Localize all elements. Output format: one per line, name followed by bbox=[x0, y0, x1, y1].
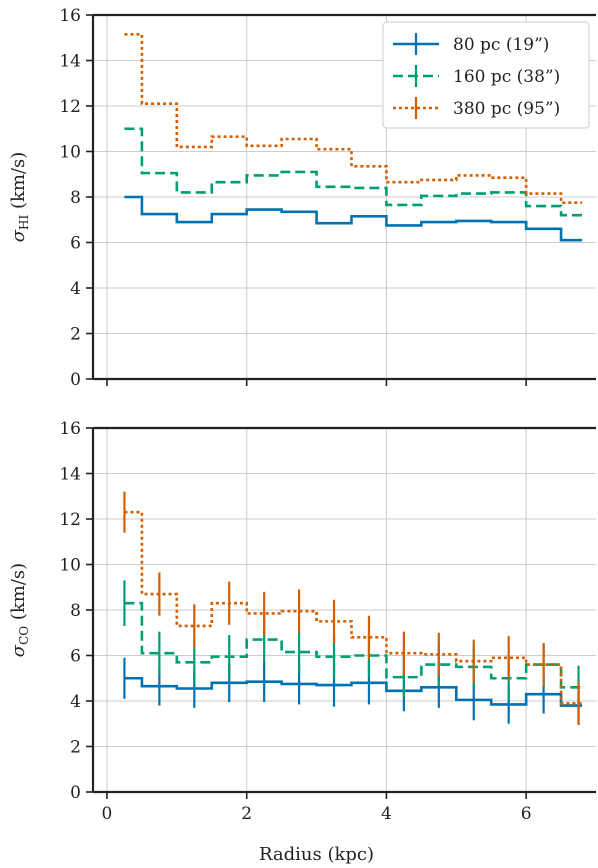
x-tick-label: 6 bbox=[521, 804, 532, 824]
y-tick-label: 4 bbox=[70, 279, 81, 299]
y-axis-label-subscript: CO bbox=[17, 626, 31, 645]
series-line bbox=[124, 601, 583, 689]
y-axis-label-units: (km/s) bbox=[8, 563, 29, 626]
y-tick-label: 10 bbox=[59, 143, 81, 163]
y-tick-label: 4 bbox=[70, 692, 81, 712]
y-axis-label: σHI (km/s) bbox=[8, 152, 31, 243]
chart-panel-bottom: 0 2 4 6 8 10 12 14 16 0 2 4 6 σCO (km/s) Radius (kpc) bbox=[8, 419, 596, 865]
y-tick-label: 12 bbox=[59, 97, 81, 117]
y-tick-label: 2 bbox=[70, 325, 81, 345]
x-axis-label: Radius (kpc) bbox=[259, 844, 374, 865]
chart-panel-top: 0 2 4 6 8 10 12 14 16 σHI (km/s) 80 pc (19”) 160 pc… bbox=[8, 6, 596, 390]
y-tick-label: 14 bbox=[59, 465, 81, 485]
x-tick-label: 4 bbox=[381, 804, 392, 824]
y-tick-label: 6 bbox=[70, 647, 81, 667]
series-line bbox=[124, 510, 583, 705]
series-1 bbox=[124, 127, 583, 217]
y-tick-label: 0 bbox=[70, 783, 81, 803]
legend-label: 80 pc (19”) bbox=[453, 35, 549, 55]
y-axis-label-subscript: HI bbox=[17, 215, 31, 230]
y-tick-label: 10 bbox=[59, 556, 81, 576]
series-0 bbox=[124, 195, 583, 242]
y-tick-label: 8 bbox=[70, 188, 81, 208]
series-line bbox=[124, 127, 583, 217]
legend: 80 pc (19”) 160 pc (38”) 380 pc (95”) bbox=[382, 21, 590, 129]
y-axis-label: σCO (km/s) bbox=[8, 563, 31, 657]
x-tick-label: 2 bbox=[241, 804, 252, 824]
y-tick-label: 8 bbox=[70, 601, 81, 621]
legend-box bbox=[382, 21, 590, 129]
x-tick-label: 0 bbox=[102, 804, 113, 824]
series-2 bbox=[123, 491, 583, 725]
legend-label: 380 pc (95”) bbox=[453, 99, 560, 119]
y-tick-label: 16 bbox=[59, 419, 81, 439]
series-line bbox=[124, 33, 583, 204]
y-tick-label: 0 bbox=[70, 370, 81, 390]
y-axis-label-symbol: σ bbox=[8, 229, 29, 242]
legend-label: 160 pc (38”) bbox=[453, 67, 560, 87]
series-0 bbox=[123, 657, 583, 725]
y-tick-label: 6 bbox=[70, 234, 81, 254]
y-tick-label: 14 bbox=[59, 52, 81, 72]
series-2 bbox=[124, 33, 583, 204]
series-line bbox=[124, 195, 583, 242]
y-tick-label: 16 bbox=[59, 6, 81, 26]
y-axis-label-units: (km/s) bbox=[8, 152, 29, 215]
y-tick-label: 12 bbox=[59, 510, 81, 530]
series-line bbox=[124, 676, 583, 707]
y-tick-label: 2 bbox=[70, 738, 81, 758]
y-axis-label-symbol: σ bbox=[8, 644, 29, 657]
